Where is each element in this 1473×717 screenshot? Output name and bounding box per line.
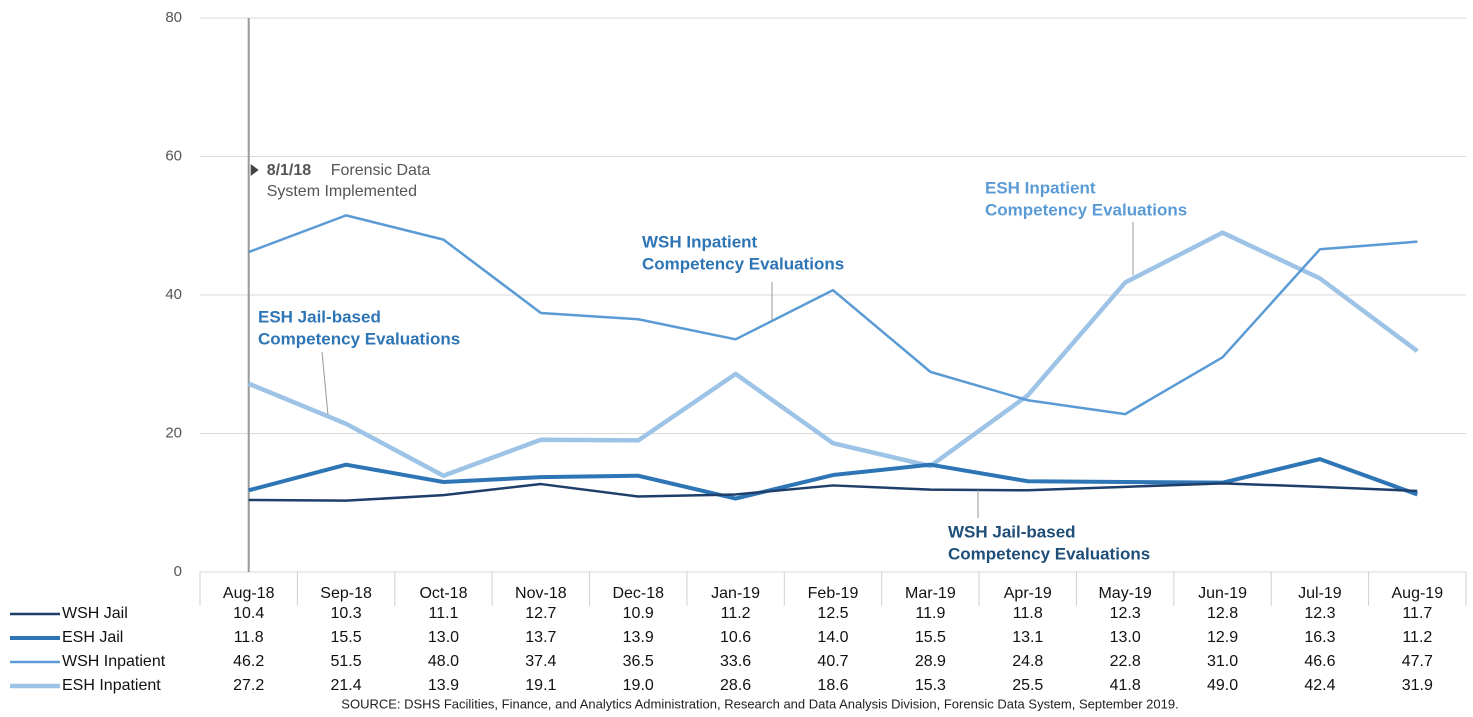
- x-tick-label: May-19: [1098, 585, 1151, 602]
- x-tick-label: Feb-19: [808, 585, 859, 602]
- table-value: 40.7: [817, 653, 848, 670]
- table-value: 31.9: [1402, 677, 1433, 694]
- table-value: 19.1: [525, 677, 556, 694]
- series-label: Competency Evaluations: [258, 329, 460, 348]
- legend-label: ESH Inpatient: [62, 677, 161, 694]
- x-tick-label: Sep-18: [320, 585, 372, 602]
- x-tick-label: Nov-18: [515, 585, 567, 602]
- table-value: 12.9: [1207, 629, 1238, 646]
- legend-label: WSH Inpatient: [62, 653, 166, 670]
- source-note: SOURCE: DSHS Facilities, Finance, and An…: [341, 696, 1178, 711]
- table-value: 46.6: [1304, 653, 1335, 670]
- x-tick-label: Jan-19: [711, 585, 760, 602]
- table-value: 13.1: [1012, 629, 1043, 646]
- table-value: 12.3: [1304, 605, 1335, 622]
- table-value: 11.1: [428, 605, 458, 622]
- x-tick-label: Jun-19: [1198, 585, 1247, 602]
- table-value: 13.0: [1110, 629, 1141, 646]
- table-value: 13.0: [428, 629, 459, 646]
- table-value: 21.4: [331, 677, 362, 694]
- table-value: 13.9: [428, 677, 459, 694]
- table-value: 51.5: [331, 653, 362, 670]
- table-value: 12.5: [817, 605, 848, 622]
- table-value: 15.5: [915, 629, 946, 646]
- table-value: 16.3: [1304, 629, 1335, 646]
- x-tick-label: Aug-19: [1392, 585, 1444, 602]
- table-value: 11.7: [1402, 605, 1432, 622]
- table-value: 15.3: [915, 677, 946, 694]
- table-value: 49.0: [1207, 677, 1238, 694]
- table-value: 11.2: [1402, 629, 1432, 646]
- table-value: 37.4: [525, 653, 556, 670]
- table-value: 12.3: [1110, 605, 1141, 622]
- series-line: [247, 230, 1419, 478]
- table-value: 31.0: [1207, 653, 1238, 670]
- table-value: 10.9: [623, 605, 654, 622]
- series-label: Competency Evaluations: [642, 254, 844, 273]
- table-value: 10.4: [233, 605, 264, 622]
- event-date: 8/1/18: [267, 162, 312, 179]
- table-value: 46.2: [233, 653, 264, 670]
- series-label: Competency Evaluations: [985, 200, 1187, 219]
- table-value: 24.8: [1012, 653, 1043, 670]
- legend-label: WSH Jail: [62, 605, 128, 622]
- series-label: ESH Inpatient: [985, 178, 1096, 197]
- y-tick-label: 80: [165, 9, 182, 26]
- table-value: 33.6: [720, 653, 751, 670]
- series-label: WSH Inpatient: [642, 232, 758, 251]
- series-label: ESH Jail-based: [258, 307, 381, 326]
- event-text: System Implemented: [267, 183, 417, 200]
- table-value: 13.9: [623, 629, 654, 646]
- table-value: 22.8: [1110, 653, 1141, 670]
- leader-line: [321, 351, 329, 416]
- y-tick-label: 20: [165, 424, 182, 441]
- table-value: 42.4: [1304, 677, 1335, 694]
- table-value: 15.5: [331, 629, 362, 646]
- table-value: 36.5: [623, 653, 654, 670]
- x-tick-label: Aug-18: [223, 585, 275, 602]
- series-label: WSH Jail-based: [948, 522, 1076, 541]
- table-value: 11.8: [234, 629, 264, 646]
- legend-label: ESH Jail: [62, 629, 123, 646]
- x-tick-label: Jul-19: [1298, 585, 1342, 602]
- table-value: 28.9: [915, 653, 946, 670]
- series-line: [248, 482, 1418, 502]
- table-value: 25.5: [1012, 677, 1043, 694]
- table-value: 11.8: [1013, 605, 1043, 622]
- x-tick-label: Oct-18: [419, 585, 467, 602]
- table-value: 48.0: [428, 653, 459, 670]
- table-value: 41.8: [1110, 677, 1141, 694]
- x-tick-label: Mar-19: [905, 585, 956, 602]
- event-text: Forensic Data: [331, 162, 431, 179]
- table-value: 12.8: [1207, 605, 1238, 622]
- table-value: 14.0: [817, 629, 848, 646]
- table-value: 13.7: [525, 629, 556, 646]
- table-value: 10.3: [331, 605, 362, 622]
- x-tick-label: Dec-18: [612, 585, 664, 602]
- x-tick-label: Apr-19: [1004, 585, 1052, 602]
- y-tick-label: 40: [165, 286, 182, 303]
- table-value: 28.6: [720, 677, 751, 694]
- table-value: 11.9: [915, 605, 945, 622]
- table-value: 10.6: [720, 629, 751, 646]
- table-value: 19.0: [623, 677, 654, 694]
- series-label: Competency Evaluations: [948, 544, 1150, 563]
- table-value: 12.7: [525, 605, 556, 622]
- table-value: 11.2: [721, 605, 751, 622]
- table-value: 27.2: [233, 677, 264, 694]
- event-arrow: [250, 164, 259, 176]
- series-line: [248, 214, 1418, 416]
- table-value: 47.7: [1402, 653, 1433, 670]
- table-value: 18.6: [817, 677, 848, 694]
- y-tick-label: 0: [174, 563, 182, 580]
- y-tick-label: 60: [165, 147, 182, 164]
